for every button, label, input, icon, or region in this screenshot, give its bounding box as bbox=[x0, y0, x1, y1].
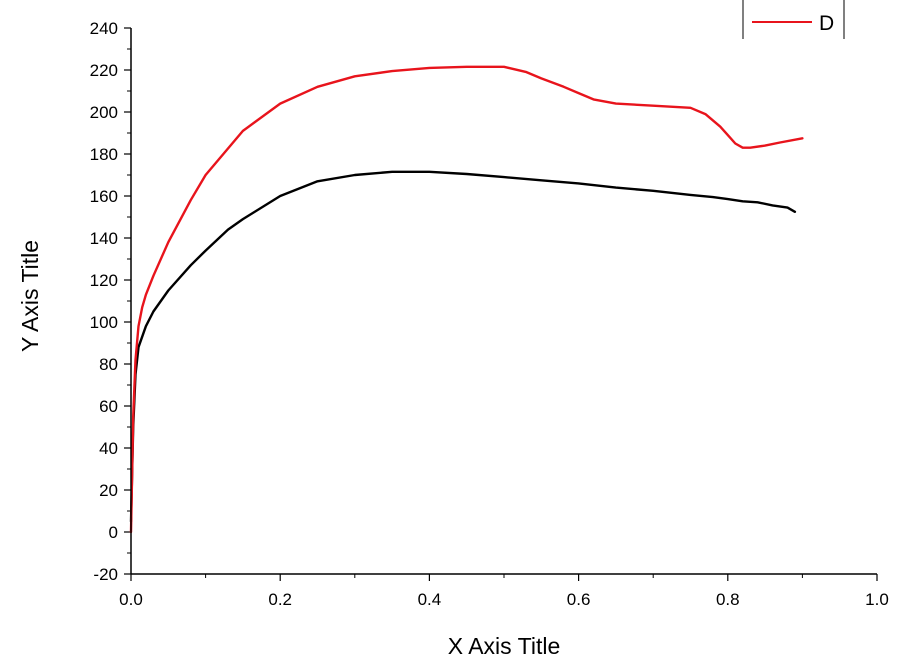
x-tick-label: 0.4 bbox=[418, 590, 442, 609]
y-tick-label: 80 bbox=[99, 355, 118, 374]
y-tick-label: 240 bbox=[90, 19, 118, 38]
x-tick-label: 1.0 bbox=[865, 590, 889, 609]
y-tick-label: 120 bbox=[90, 271, 118, 290]
y-tick-label: 160 bbox=[90, 187, 118, 206]
x-tick-label: 0.8 bbox=[716, 590, 740, 609]
y-tick-label: 0 bbox=[109, 523, 118, 542]
legend: D bbox=[742, 0, 845, 39]
y-tick-label: 140 bbox=[90, 229, 118, 248]
series-layer bbox=[129, 65, 804, 534]
y-tick-label: 220 bbox=[90, 61, 118, 80]
x-tick-label: 0.6 bbox=[567, 590, 591, 609]
y-axis-title: Y Axis Title bbox=[17, 240, 43, 352]
legend-label-d: D bbox=[819, 12, 834, 35]
axes-layer bbox=[130, 28, 877, 575]
ticks-layer: 0.0 0.2 0.4 0.6 0.8 1.0 -20 0 20 40 60 80 100 120 140 1… bbox=[90, 19, 889, 609]
y-tick-label: 180 bbox=[90, 145, 118, 164]
y-tick-label: 60 bbox=[99, 397, 118, 416]
y-tick-label: 20 bbox=[99, 481, 118, 500]
y-tick-label: 200 bbox=[90, 103, 118, 122]
y-tick-label: -20 bbox=[93, 565, 118, 584]
series-line-d bbox=[129, 65, 804, 534]
y-tick-label: 100 bbox=[90, 313, 118, 332]
x-tick-label: 0.0 bbox=[119, 590, 143, 609]
x-axis-title: X Axis Title bbox=[448, 633, 560, 659]
x-tick-label: 0.2 bbox=[268, 590, 292, 609]
series-line-1 bbox=[129, 170, 797, 523]
y-tick-label: 40 bbox=[99, 439, 118, 458]
